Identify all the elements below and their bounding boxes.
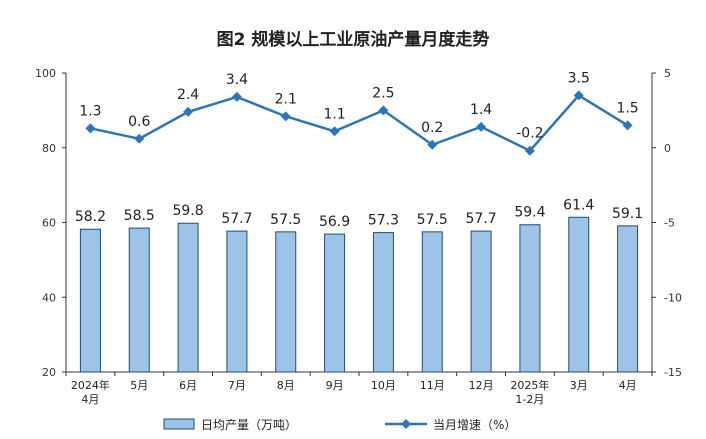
line-value-label: 1.1 — [323, 106, 345, 122]
bar — [617, 225, 639, 373]
bar-value-label: 58.5 — [124, 208, 155, 224]
legend: 日均产量（万吨） 当月增速（%） — [163, 418, 516, 432]
x-tick-label: 1-2月 — [515, 393, 544, 406]
line-marker — [85, 123, 96, 134]
bar-value-label: 59.4 — [514, 205, 545, 221]
legend-line-marker — [401, 419, 411, 429]
bar-value-label: 57.5 — [417, 212, 448, 228]
line-series — [85, 90, 633, 156]
bar-series — [79, 216, 639, 373]
line-marker — [329, 126, 340, 137]
data-labels: 58.2 58.5 59.8 57.7 57.5 56.9 57.3 57.5 57.7 59.4… — [75, 70, 643, 230]
x-tick-label: 9月 — [326, 379, 344, 392]
bar — [519, 224, 541, 373]
bar — [275, 231, 297, 373]
x-tick-label: 2025年 — [510, 378, 549, 392]
x-tick-label: 10月 — [371, 379, 396, 392]
line-marker — [622, 120, 633, 131]
line-path — [90, 93, 629, 153]
x-tick-label: 3月 — [570, 379, 588, 392]
bar — [128, 227, 150, 373]
line-marker — [427, 139, 438, 150]
line-marker — [573, 90, 584, 101]
bar-value-label: 56.9 — [319, 214, 350, 230]
x-tick-label: 6月 — [179, 379, 197, 392]
line-marker — [476, 121, 487, 132]
bar-value-label: 59.1 — [612, 206, 643, 222]
x-tick-label: 2024年 — [71, 378, 110, 392]
line-value-label: 2.4 — [177, 87, 199, 103]
bar — [79, 228, 101, 373]
legend-line-label: 当月增速（%） — [433, 418, 516, 432]
line-value-label: 3.5 — [568, 70, 590, 86]
bar — [324, 233, 346, 373]
x-tick-label: 8月 — [277, 379, 295, 392]
line-value-label: 2.5 — [372, 85, 394, 101]
bar-value-label: 61.4 — [563, 197, 594, 213]
bar-value-label: 57.3 — [368, 213, 399, 229]
line-value-label: 2.1 — [275, 91, 297, 107]
left-tick-label: 100 — [35, 67, 56, 80]
bar — [470, 230, 492, 373]
line-value-label: 0.2 — [421, 120, 443, 136]
bar — [177, 222, 199, 373]
bar — [226, 230, 248, 373]
chart-title: 图2 规模以上工业原油产量月度走势 — [217, 29, 490, 50]
line-marker — [280, 111, 291, 122]
left-tick-label: 60 — [42, 217, 56, 230]
line-value-label: 1.3 — [79, 103, 101, 119]
bar — [568, 216, 590, 373]
x-tick-label: 4月 — [619, 379, 637, 392]
x-tick-label: 5月 — [130, 379, 148, 392]
bar-value-label: 59.8 — [172, 203, 203, 219]
line-marker — [231, 91, 242, 102]
bar-value-label: 57.7 — [221, 211, 252, 227]
bar — [372, 232, 394, 373]
line-marker — [524, 145, 535, 156]
legend-bar-swatch — [163, 418, 195, 430]
legend-bar-label: 日均产量（万吨） — [201, 418, 297, 432]
line-marker — [378, 105, 389, 116]
left-tick-label: 20 — [42, 366, 56, 379]
x-tick-label: 4月 — [81, 393, 99, 406]
line-value-label: 1.4 — [470, 102, 492, 118]
x-tick-label: 12月 — [469, 379, 494, 392]
x-tick-label: 7月 — [228, 379, 246, 392]
left-tick-label: 80 — [42, 142, 56, 155]
right-tick-label: 0 — [664, 142, 671, 155]
bar-value-label: 57.7 — [465, 211, 496, 227]
bar-value-label: 57.5 — [270, 212, 301, 228]
right-tick-label: -5 — [664, 217, 675, 230]
x-tick-label: 11月 — [420, 379, 445, 392]
line-value-label: 1.5 — [616, 100, 638, 116]
line-marker — [134, 133, 145, 144]
bar — [421, 231, 443, 373]
line-value-label: 0.6 — [128, 114, 150, 130]
line-marker — [183, 106, 194, 117]
bar-value-label: 58.2 — [75, 209, 106, 225]
right-tick-label: -10 — [664, 291, 682, 304]
left-tick-label: 40 — [42, 291, 56, 304]
line-value-label: 3.4 — [226, 72, 248, 88]
right-tick-label: 5 — [664, 67, 671, 80]
line-value-label: -0.2 — [516, 126, 543, 142]
right-tick-label: -15 — [664, 366, 682, 379]
